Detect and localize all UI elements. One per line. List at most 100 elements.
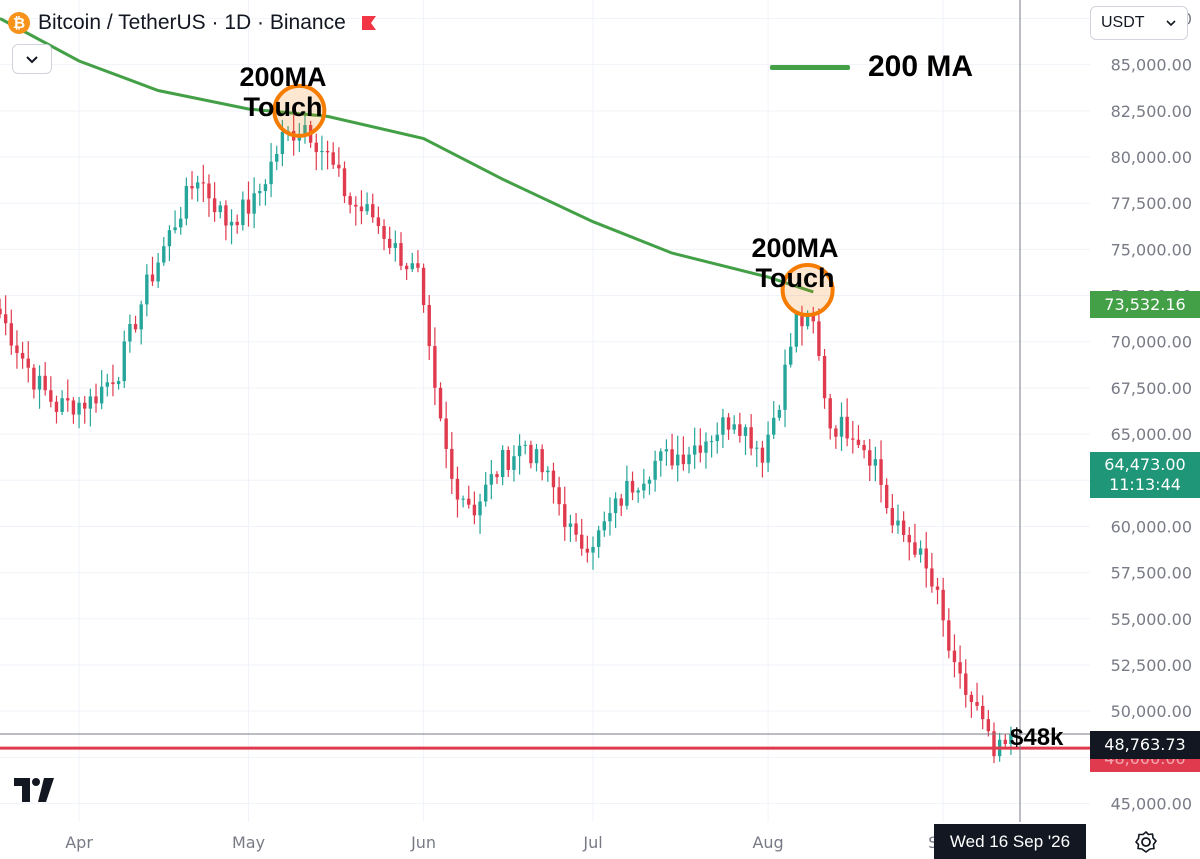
time-tick-label: Aug [752, 833, 783, 852]
candle-body [828, 398, 832, 429]
candle-body [49, 390, 53, 402]
price-tick-label: 77,500.00 [1111, 194, 1192, 213]
candle-body [111, 382, 115, 385]
candle-body [472, 504, 477, 516]
time-tick-label: Jun [410, 833, 436, 852]
candle-body [873, 459, 878, 466]
ma-price-tag: 73,532.16 [1090, 291, 1200, 318]
candle-body [935, 586, 940, 590]
candle-body [517, 445, 522, 457]
ma-200-line [0, 17, 814, 294]
candle-body [275, 154, 279, 162]
candle-body [732, 424, 736, 430]
candle-body [1003, 739, 1007, 745]
candle-body [235, 221, 239, 226]
candle-body [692, 445, 697, 455]
legend-swatch [770, 64, 850, 70]
candle-body [348, 196, 352, 205]
candle-body [438, 387, 443, 419]
candle-body [314, 142, 318, 153]
settings-gear-icon[interactable] [1134, 830, 1158, 854]
annotation-line2: Touch [243, 92, 323, 122]
candle-body [444, 418, 448, 449]
candle-body [190, 186, 194, 189]
candle-body [726, 417, 731, 430]
candle-body [450, 448, 454, 479]
annotation-ma-touch-1: 200MA Touch [228, 62, 338, 122]
candle-body [382, 226, 386, 239]
candle-body [162, 246, 166, 263]
candle-body [145, 274, 149, 305]
price-axis-bg [1090, 0, 1200, 859]
level-label: $48k [1010, 724, 1064, 751]
candle-body [958, 662, 962, 674]
chevron-down-icon [1166, 20, 1176, 27]
last-price-tag: 64,473.00 11:13:44 [1090, 452, 1200, 498]
candle-body [489, 474, 494, 485]
candle-body [721, 417, 725, 435]
candle-body [687, 454, 691, 465]
candle-body [563, 504, 567, 527]
candle-body [20, 352, 25, 359]
candle-body [156, 262, 160, 282]
candle-body [303, 125, 307, 135]
candle-body [150, 274, 155, 282]
crosshair-price-tag: 48,763.73 [1090, 731, 1200, 759]
candle-body [71, 400, 76, 415]
bitcoin-icon: ₿ [8, 12, 30, 34]
price-tick-label: 50,000.00 [1111, 702, 1192, 721]
candle-body [399, 243, 403, 266]
candle-body [500, 449, 505, 478]
candle-body [224, 205, 228, 226]
candle-body [676, 454, 680, 466]
price-tick-label: 65,000.00 [1111, 425, 1192, 444]
candle-body [602, 521, 606, 531]
candle-body [557, 487, 561, 505]
annotation-line2: Touch [755, 263, 835, 293]
candle-body [608, 513, 612, 522]
tradingview-logo[interactable] [14, 778, 60, 802]
chevron-down-icon [26, 56, 38, 64]
candle-body [879, 459, 883, 485]
candle-body [636, 490, 640, 493]
currency-selector[interactable]: USDT [1090, 6, 1188, 40]
candle-body [461, 498, 465, 500]
candle-body [580, 534, 584, 549]
candle-body [179, 218, 183, 228]
candle-body [952, 650, 957, 663]
candle-body [365, 204, 369, 212]
flag-icon[interactable] [361, 16, 376, 30]
candle-body [743, 427, 748, 436]
candle-body [371, 204, 375, 218]
candle-body [625, 480, 629, 506]
candle-body [139, 304, 143, 330]
candle-body [410, 263, 414, 270]
candle-body [913, 542, 917, 555]
candle-body [354, 204, 358, 207]
candle-body [822, 355, 827, 399]
candle-body [212, 198, 217, 213]
candle-body [551, 470, 556, 488]
candle-body [506, 449, 510, 470]
candle-body [229, 221, 234, 226]
candle-body [195, 182, 200, 189]
candle-body [337, 164, 341, 169]
annotation-line1: 200MA [751, 233, 839, 263]
candle-body [856, 439, 861, 445]
candle-body [805, 313, 810, 327]
candle-body [772, 417, 776, 435]
candle-body [60, 398, 64, 412]
candle-body [777, 409, 782, 418]
candle-body [77, 402, 81, 415]
collapse-legend-button[interactable] [12, 44, 52, 74]
symbol-title[interactable]: Bitcoin / TetherUS · 1D · Binance [38, 11, 346, 34]
time-tick-label: Apr [65, 833, 93, 852]
candle-body [664, 449, 669, 452]
time-axis: AprMayJunJulAugSep [65, 833, 958, 852]
candle-body [596, 530, 601, 547]
candle-body [981, 705, 985, 720]
candle-body [591, 546, 595, 553]
candle-body [890, 508, 895, 526]
candle-body [529, 444, 533, 464]
